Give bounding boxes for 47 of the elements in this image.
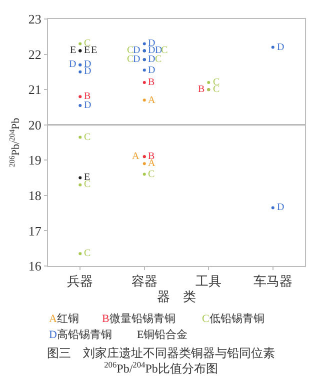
data-label: D: [84, 66, 92, 77]
x-tick-label: 容器: [131, 274, 158, 289]
y-tick-label: 19: [28, 152, 42, 168]
data-label: D: [277, 202, 284, 213]
y-tick-label: 20: [28, 117, 42, 132]
y-tick-label: 17: [28, 223, 42, 238]
data-label: B: [198, 84, 205, 95]
data-label: D: [277, 42, 284, 53]
data-label: D: [133, 54, 140, 65]
data-label: C: [148, 169, 155, 180]
y-tick-label: 21: [28, 82, 42, 98]
y-tick-label: 22: [28, 46, 42, 62]
x-tick-label: 车马器: [253, 274, 292, 289]
data-label: B: [84, 91, 91, 102]
data-label: D: [148, 65, 156, 76]
data-label: D: [148, 54, 156, 65]
data-label: C: [84, 132, 91, 143]
text: B微量铅锡青铜: [102, 312, 176, 325]
data-label: C: [161, 45, 168, 56]
text: E铜铅合金: [137, 328, 188, 341]
data-label: A: [132, 151, 140, 162]
data-label: E: [70, 45, 76, 56]
x-tick-label: 工具: [196, 274, 222, 289]
data-label: D: [148, 45, 156, 56]
x-tick-label: 兵器: [67, 274, 94, 289]
data-label: E: [91, 45, 98, 56]
y-tick-label: 23: [28, 12, 42, 27]
data-label: D: [69, 59, 76, 70]
data-label: C: [84, 179, 91, 190]
data-label: B: [148, 77, 155, 88]
text: C低铅锡青铜: [202, 312, 264, 325]
data-label: A: [148, 95, 156, 106]
data-label: E: [84, 45, 90, 56]
data-label: D: [155, 45, 162, 56]
x-axis-title: 器 类: [157, 289, 196, 304]
data-label: C: [213, 84, 220, 95]
data-label: C: [155, 54, 162, 65]
data-label: C: [127, 54, 134, 65]
data-label: C: [127, 45, 134, 56]
data-label: D: [133, 45, 140, 56]
text: A红铜: [49, 313, 79, 325]
text: D高铅锡青铜: [49, 328, 112, 341]
text: 图三 刘家庄遗址不同器类铜器与铅同位素 $^{206}$Pb/$^{204}$Pb比值分布图: [47, 346, 275, 376]
data-label: D: [84, 100, 92, 111]
y-tick-label: 16: [28, 258, 42, 274]
y-tick-label: 18: [28, 188, 42, 203]
data-label: C: [84, 248, 91, 259]
